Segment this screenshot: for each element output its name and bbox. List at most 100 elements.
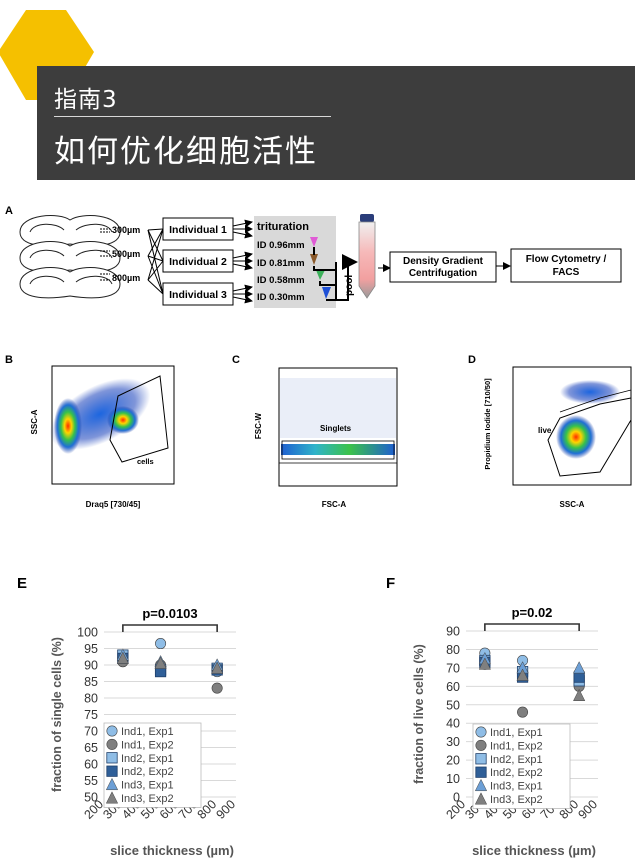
legend-marker <box>106 725 118 737</box>
legend-entry: Ind2, Exp2 <box>121 766 174 778</box>
y-axis-label: fraction of single cells (%) <box>50 637 64 792</box>
y-tick-label: 90 <box>84 659 98 673</box>
panel-label: F <box>386 575 395 592</box>
legend-marker <box>105 791 119 804</box>
legend-box <box>103 722 202 808</box>
pool-lines <box>313 247 358 301</box>
trituration-label: trituration <box>257 221 309 233</box>
y-tick-label: 0 <box>453 791 460 805</box>
y-axis-label: fraction of live cells (%) <box>412 644 426 784</box>
panel-d-label: D <box>468 354 476 366</box>
density-gradient-line2: Centrifugation <box>409 268 477 279</box>
y-tick-label: 70 <box>446 661 460 675</box>
panel-c-ylabel: FSC-W <box>254 412 263 439</box>
assignment-lines <box>147 228 164 295</box>
x-tick-label: 900 <box>575 797 600 822</box>
y-tick-label: 50 <box>446 698 460 712</box>
legend-marker <box>475 753 487 765</box>
x-axis-label: slice thickness (µm) <box>110 843 234 858</box>
x-tick-label: 900 <box>213 797 238 822</box>
legend-marker <box>474 792 488 805</box>
header-subtitle: 指南3 <box>54 87 118 113</box>
panel-d-plot: live <box>512 366 632 486</box>
individual-arrows <box>232 219 253 304</box>
panel-c-label: C <box>232 354 240 366</box>
y-tick-label: 40 <box>446 717 460 731</box>
pipette-pink-icon <box>310 237 318 247</box>
data-point <box>573 688 586 702</box>
density-gradient-box <box>389 251 497 283</box>
chart-f: F010203040506070809020030040050060070080… <box>386 575 600 858</box>
header-divider <box>54 116 331 117</box>
data-point <box>211 661 224 674</box>
chart-e: E505560657075808590951002003004005006007… <box>17 575 238 858</box>
y-tick-label: 80 <box>446 643 460 657</box>
legend-entry: Ind3, Exp2 <box>121 793 174 805</box>
individual-2-label: Individual 2 <box>169 256 227 268</box>
chart-title: p=0.02 <box>512 605 553 620</box>
data-point <box>573 661 586 674</box>
panel-b-ylabel: SSC-A <box>30 409 39 434</box>
legend-marker <box>475 766 487 778</box>
y-tick-label: 75 <box>84 708 98 722</box>
data-point <box>211 682 223 694</box>
legend-entry: Ind1, Exp1 <box>490 727 543 739</box>
data-point <box>516 668 529 681</box>
legend-entry: Ind2, Exp1 <box>490 754 543 766</box>
legend-entry: Ind1, Exp1 <box>121 726 174 738</box>
panel-label: E <box>17 575 27 592</box>
y-tick-label: 20 <box>446 754 460 768</box>
id-058: ID 0.58mm <box>257 275 305 286</box>
centrifuge-tube-icon <box>358 214 376 299</box>
panel-b-xlabel: Draq5 [730/45] <box>86 500 141 509</box>
legend-marker <box>106 765 118 777</box>
y-tick-label: 65 <box>84 741 98 755</box>
panel-c-xlabel: FSC-A <box>322 500 347 509</box>
data-point <box>155 638 167 650</box>
pipette-green-icon <box>316 270 325 280</box>
header-title: 如何优化细胞活性 <box>54 134 318 170</box>
density-gradient-line1: Density Gradient <box>403 256 484 267</box>
y-tick-label: 60 <box>446 680 460 694</box>
legend-entry: Ind1, Exp2 <box>121 739 174 751</box>
panel-c-gate: Singlets <box>320 424 352 433</box>
data-point <box>517 706 529 718</box>
id-096: ID 0.96mm <box>257 240 305 251</box>
individual-3-label: Individual 3 <box>169 289 227 301</box>
panel-d-ylabel: Propidium Iodide [710/50] <box>483 378 492 470</box>
flow-cytometry-box <box>510 248 622 283</box>
data-point <box>573 671 585 683</box>
legend-marker <box>474 778 488 792</box>
y-tick-label: 70 <box>84 725 98 739</box>
y-tick-label: 100 <box>77 626 98 640</box>
legend-entry: Ind2, Exp2 <box>490 767 543 779</box>
data-point <box>116 651 129 664</box>
legend-entry: Ind3, Exp2 <box>490 794 543 806</box>
data-point <box>478 657 491 670</box>
legend-entry: Ind2, Exp1 <box>121 753 174 765</box>
y-tick-label: 50 <box>84 791 98 805</box>
panel-b-gate: cells <box>137 457 154 466</box>
pipette-brown-icon <box>310 254 318 265</box>
y-tick-label: 30 <box>446 735 460 749</box>
thickness-500: 500µm <box>112 249 140 259</box>
y-tick-label: 90 <box>446 625 460 639</box>
legend-marker <box>106 752 118 764</box>
individual-1-label: Individual 1 <box>169 224 227 236</box>
y-tick-label: 80 <box>84 692 98 706</box>
x-axis-label: slice thickness (µm) <box>472 843 596 858</box>
y-tick-label: 85 <box>84 675 98 689</box>
flow-cytometry-line1: Flow Cytometry / <box>526 254 607 265</box>
legend-entry: Ind3, Exp1 <box>121 780 174 792</box>
legend-marker <box>475 726 487 738</box>
panel-b-plot: cells <box>49 365 175 485</box>
id-081: ID 0.81mm <box>257 258 305 269</box>
id-030: ID 0.30mm <box>257 292 305 303</box>
pipette-blue-icon <box>322 287 331 299</box>
y-tick-label: 95 <box>84 642 98 656</box>
legend-entry: Ind3, Exp1 <box>490 781 543 793</box>
thickness-300: 300µm <box>112 225 140 235</box>
trituration-box <box>254 216 336 308</box>
legend-marker <box>106 738 118 750</box>
significance-bracket <box>122 624 218 632</box>
